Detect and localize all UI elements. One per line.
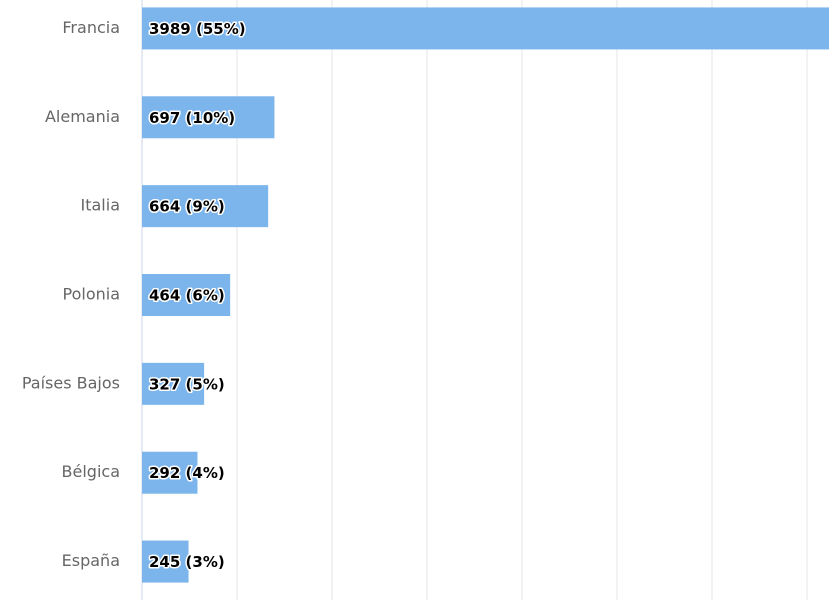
bar <box>142 451 198 494</box>
bar <box>142 540 189 583</box>
bar <box>142 185 269 228</box>
data-label: 664 (9%) <box>149 198 225 216</box>
y-tick-label: España <box>62 551 120 570</box>
data-label: 292 (4%) <box>149 464 225 482</box>
bar <box>142 7 829 50</box>
plot-area: 3989 (55%) 697 (10%) 664 (9%) 464 (6%) 327 (… <box>141 0 829 600</box>
y-tick-label: Bélgica <box>62 462 120 481</box>
bar <box>142 274 231 316</box>
data-label: 245 (3%) <box>149 553 225 571</box>
bar <box>142 96 275 139</box>
y-tick-label: Polonia <box>63 285 121 304</box>
data-label: 327 (5%) <box>149 375 225 393</box>
y-tick-label: Italia <box>81 196 121 215</box>
y-tick-label: Países Bajos <box>22 373 120 392</box>
y-tick-label: Francia <box>62 18 120 37</box>
data-label: 464 (6%) <box>149 287 225 305</box>
bar <box>142 362 205 405</box>
data-label: 3989 (55%) <box>149 20 246 38</box>
y-tick-label: Alemania <box>45 107 120 126</box>
data-label: 697 (10%) <box>149 109 235 127</box>
